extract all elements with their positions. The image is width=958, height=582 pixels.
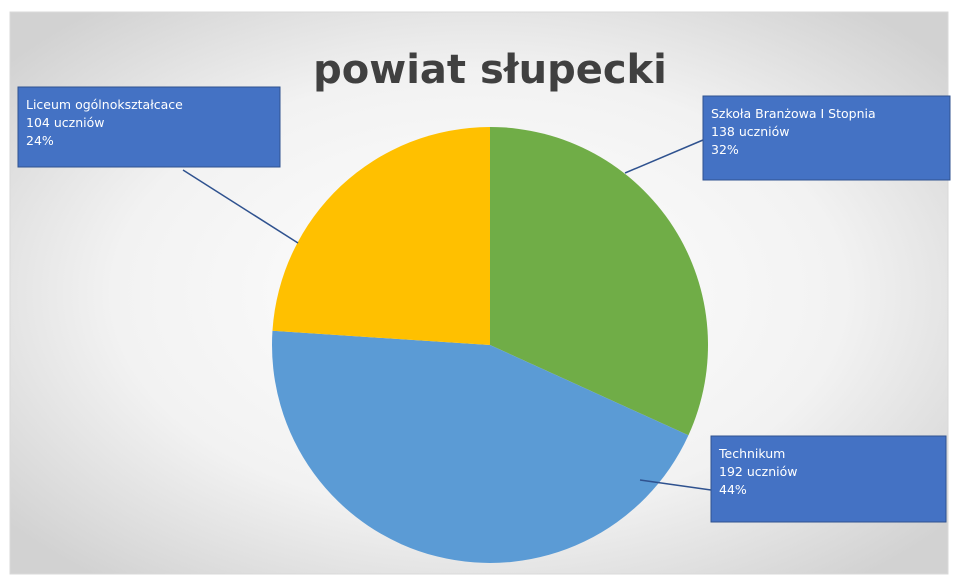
chart-title: powiat słupecki <box>313 47 667 93</box>
data-label-box <box>17 86 281 168</box>
data-label: 44% <box>719 482 747 497</box>
data-label: 192 uczniów <box>719 464 797 479</box>
data-label: Technikum <box>718 446 785 461</box>
pie-slice <box>272 127 490 345</box>
data-label: 24% <box>26 133 54 148</box>
pie-slice <box>272 330 689 563</box>
data-label: 32% <box>711 142 739 157</box>
leader-line <box>182 169 299 244</box>
data-label: 104 uczniów <box>26 115 104 130</box>
pie-slice <box>490 127 708 436</box>
data-label: Liceum ogólnokształcace <box>26 97 183 112</box>
data-label: 138 uczniów <box>711 124 789 139</box>
leader-line <box>639 479 712 491</box>
leader-line <box>624 139 704 174</box>
data-label-box <box>710 435 947 523</box>
data-label-box <box>702 95 951 181</box>
data-label: Szkoła Branżowa I Stopnia <box>711 106 876 121</box>
